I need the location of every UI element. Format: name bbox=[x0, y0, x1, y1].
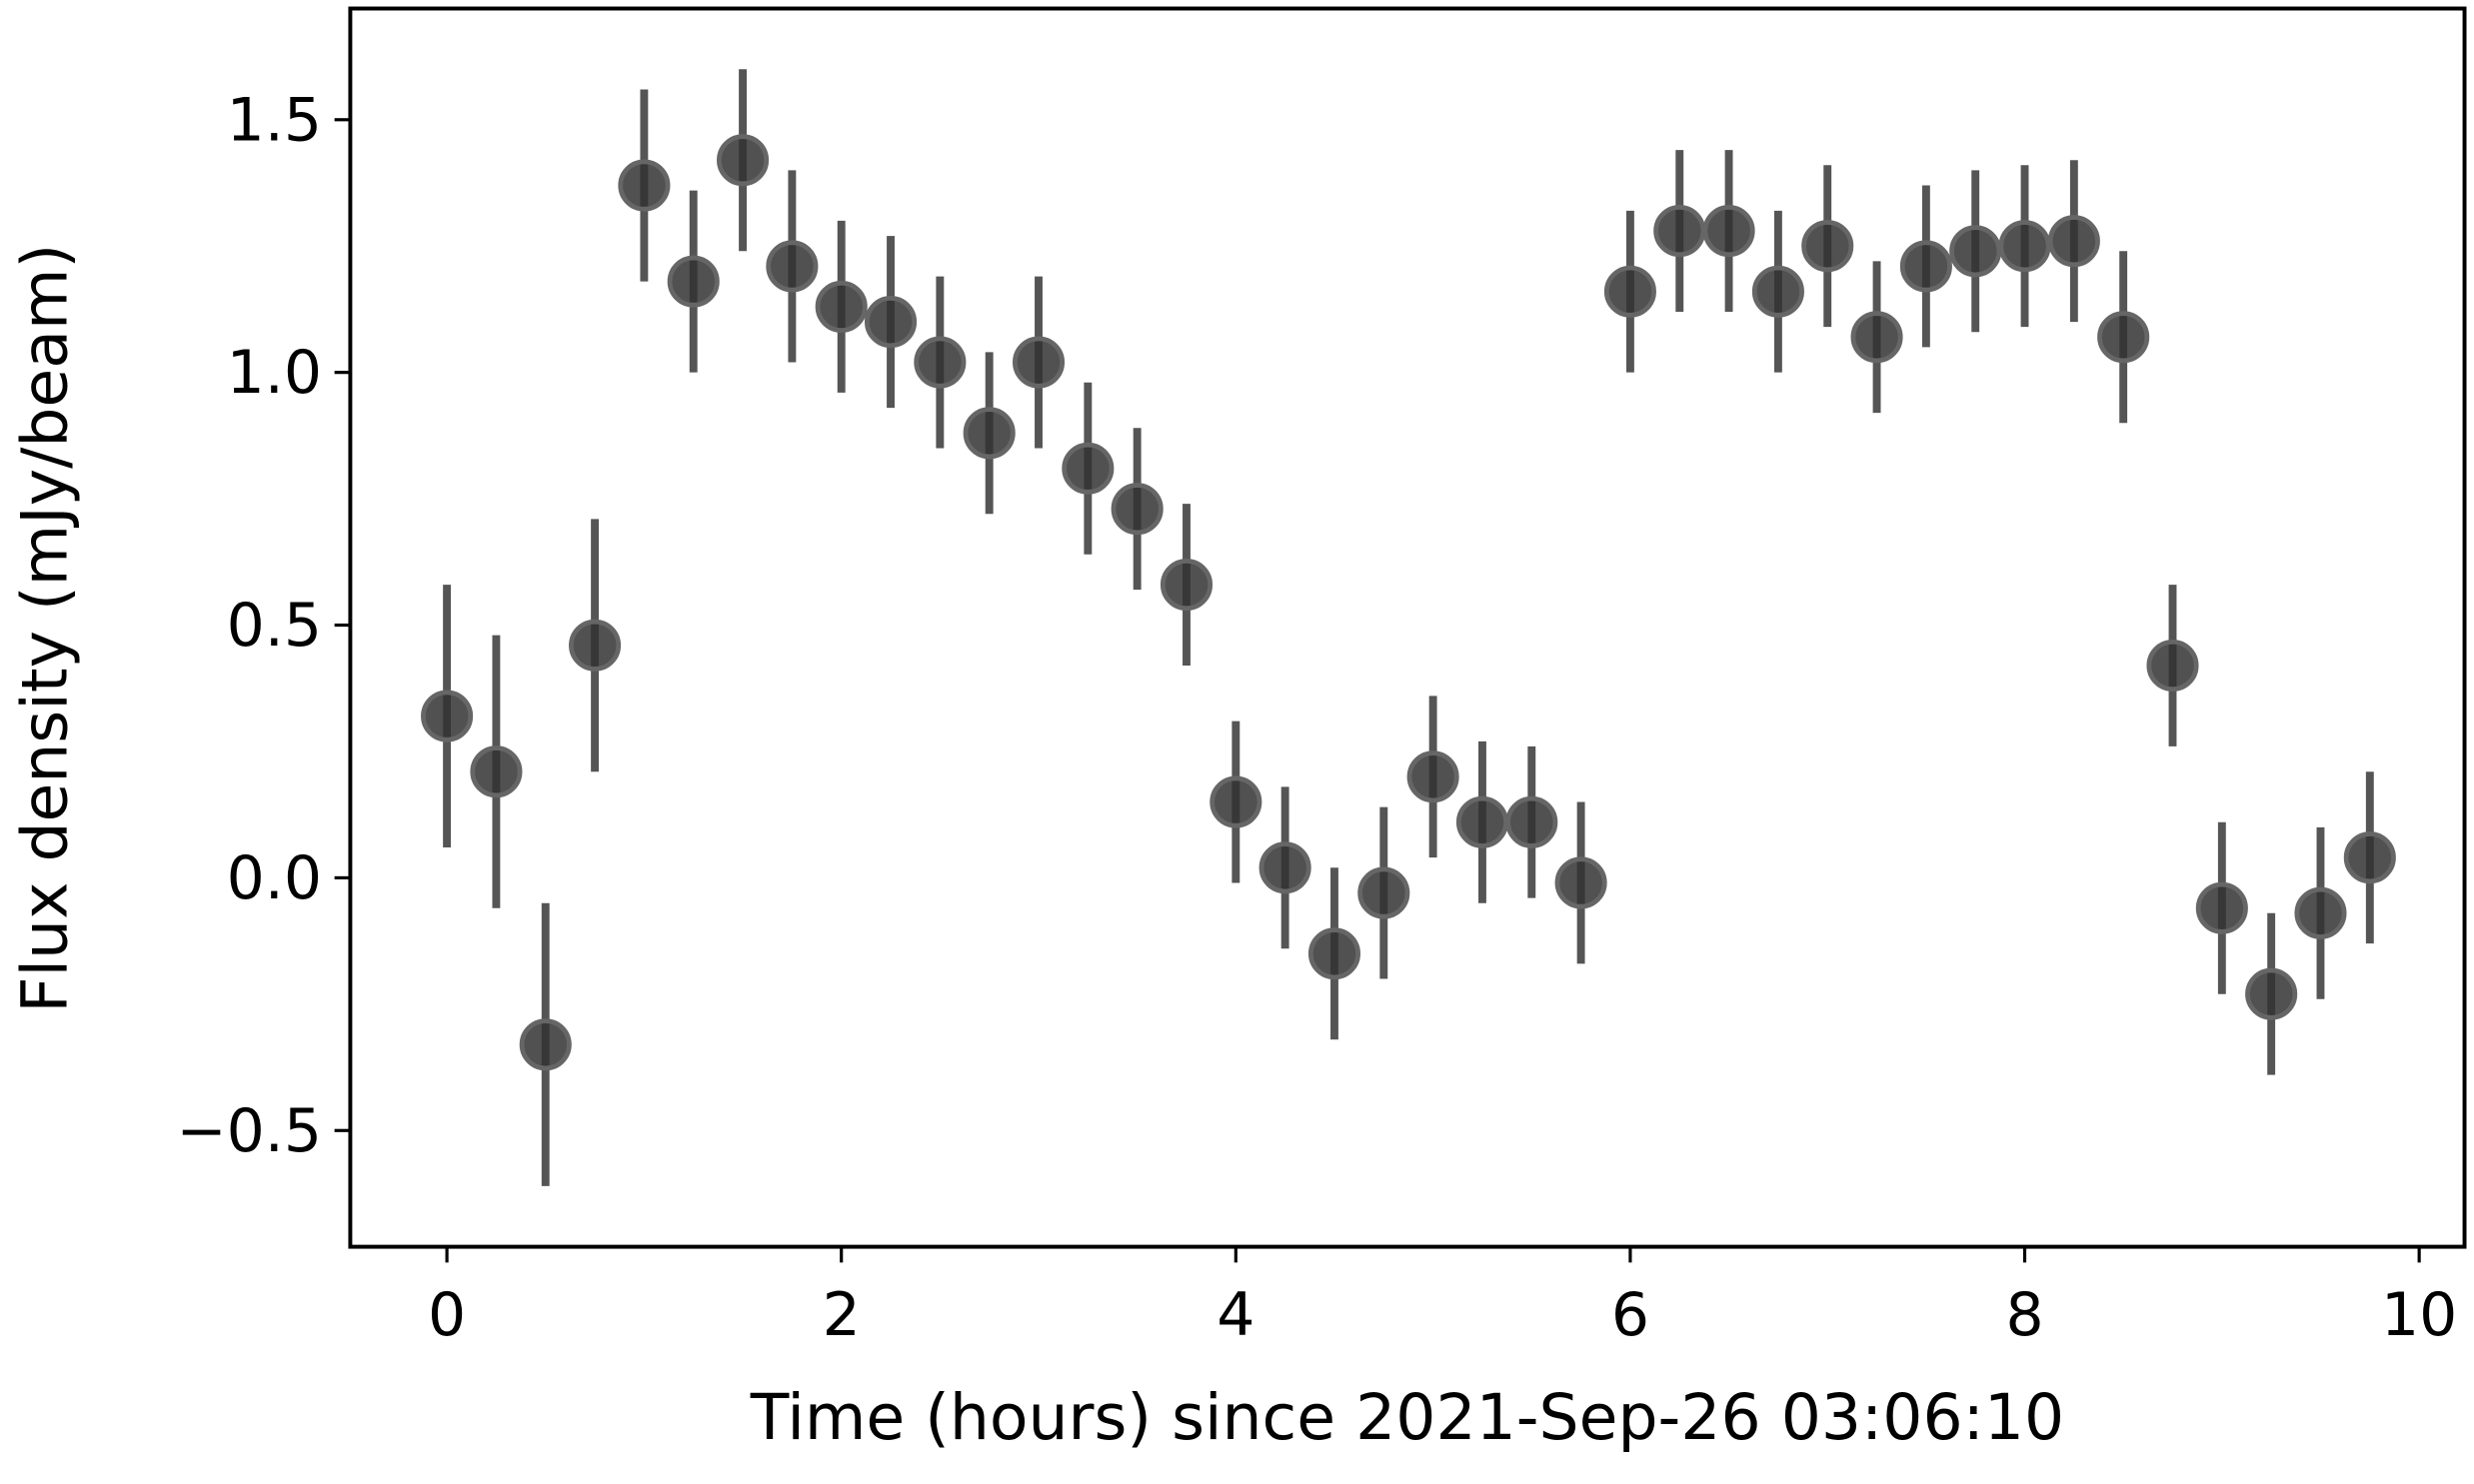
y-tick-label: 0.5 bbox=[227, 591, 322, 661]
data-point bbox=[914, 336, 967, 389]
data-point bbox=[1455, 795, 1508, 848]
data-point bbox=[2294, 886, 2347, 939]
data-point bbox=[1160, 559, 1214, 612]
x-tick-label: 6 bbox=[1611, 1280, 1649, 1350]
data-point bbox=[421, 690, 474, 742]
x-tick-label: 8 bbox=[2005, 1280, 2043, 1350]
data-point bbox=[2343, 831, 2396, 884]
data-point bbox=[1062, 442, 1115, 495]
data-point bbox=[2245, 967, 2298, 1020]
data-point bbox=[963, 407, 1016, 460]
data-point bbox=[1801, 220, 1854, 273]
data-point bbox=[2146, 639, 2199, 693]
data-point bbox=[1210, 775, 1262, 828]
data-point bbox=[2047, 215, 2100, 268]
data-point bbox=[1949, 225, 2002, 278]
x-tick-label: 10 bbox=[2381, 1280, 2457, 1350]
y-axis-label: Flux density (mJy/beam) bbox=[7, 244, 81, 1013]
y-tick-label: 1.0 bbox=[227, 338, 322, 408]
data-point bbox=[1505, 795, 1558, 848]
data-point bbox=[470, 745, 523, 798]
data-point bbox=[2195, 881, 2248, 934]
data-point bbox=[1111, 483, 1164, 536]
x-axis-label: Time (hours) since 2021-Sep-26 03:06:10 bbox=[750, 1380, 2064, 1454]
data-point bbox=[519, 1018, 572, 1071]
data-point bbox=[1357, 866, 1410, 919]
data-point bbox=[2097, 311, 2150, 364]
data-point bbox=[864, 296, 918, 349]
data-point bbox=[1702, 205, 1755, 258]
data-point bbox=[1751, 265, 1804, 318]
data-point bbox=[815, 280, 868, 333]
data-point bbox=[766, 240, 819, 293]
x-tick-label: 2 bbox=[823, 1280, 861, 1350]
data-point bbox=[1653, 205, 1706, 258]
data-point bbox=[1012, 336, 1066, 389]
data-point bbox=[1554, 856, 1607, 909]
data-point bbox=[1406, 750, 1459, 803]
data-point bbox=[618, 159, 671, 212]
y-tick-label: 0.0 bbox=[227, 843, 322, 913]
x-tick-label: 4 bbox=[1217, 1280, 1254, 1350]
y-tick-label: −0.5 bbox=[176, 1096, 322, 1166]
data-point bbox=[1258, 841, 1311, 894]
y-tick-label: 1.5 bbox=[227, 85, 322, 155]
data-point bbox=[1899, 240, 1952, 293]
plot-frame bbox=[348, 6, 2467, 1249]
data-point bbox=[569, 619, 622, 672]
data-point bbox=[1307, 927, 1361, 980]
data-point bbox=[1850, 311, 1903, 364]
data-point bbox=[717, 134, 770, 187]
x-tick-label: 0 bbox=[428, 1280, 466, 1350]
data-point bbox=[667, 255, 720, 308]
data-point bbox=[1998, 220, 2051, 273]
data-point bbox=[1603, 265, 1656, 318]
